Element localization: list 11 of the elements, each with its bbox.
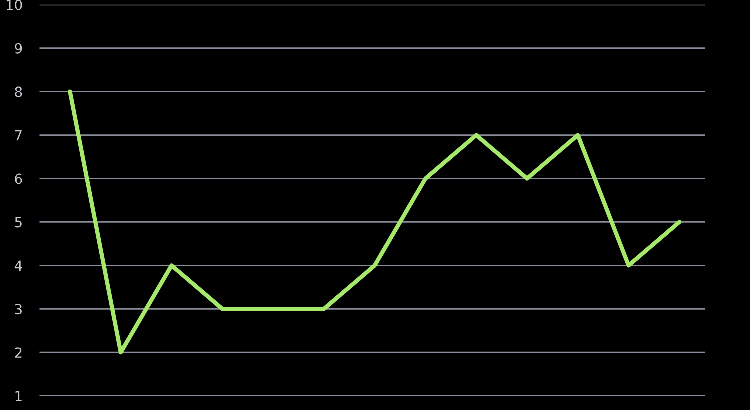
y-tick-label: 9 [15,43,22,54]
y-tick-label: 6 [15,174,22,184]
y-tick-label: 2 [15,348,22,358]
y-tick-label: 8 [15,86,22,98]
y-tick-label: 1 [16,391,22,402]
y-tick-label: 7 [15,130,22,141]
line-series [68,90,682,355]
y-tick-label: 5 [15,217,22,228]
y-tick-label: 10 [6,0,22,10]
y-tick-label: 3 [15,304,22,315]
y-tick-label: 4 [14,260,22,271]
